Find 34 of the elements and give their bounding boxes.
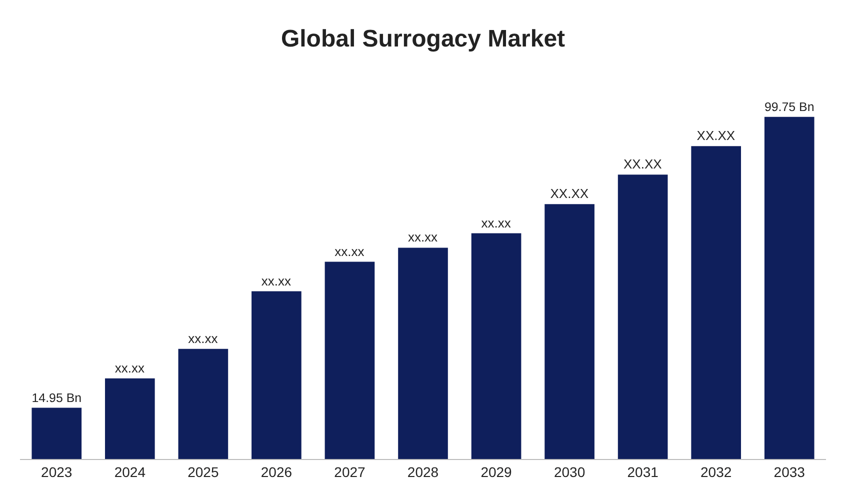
data-label: 99.75 Bn xyxy=(764,100,814,114)
data-label: xx.xx xyxy=(261,273,292,288)
x-tick-label: 2025 xyxy=(188,464,219,480)
data-label: XX.XX xyxy=(550,186,589,202)
x-tick-label: 2030 xyxy=(554,464,586,480)
x-tick-label: 2027 xyxy=(334,464,366,480)
data-label: xx.xx xyxy=(334,244,365,259)
x-tick-label: 2026 xyxy=(260,464,292,480)
data-label: XX.XX xyxy=(696,128,736,144)
data-label: XX.XX xyxy=(624,156,662,172)
bar xyxy=(324,262,375,459)
bar xyxy=(178,348,228,459)
bar xyxy=(544,204,594,459)
bar xyxy=(618,174,668,459)
x-tick-label: 2028 xyxy=(407,464,439,480)
bar xyxy=(471,233,522,459)
bar xyxy=(105,378,155,459)
data-label: xx.xx xyxy=(188,330,218,346)
bar xyxy=(252,291,302,459)
bar xyxy=(691,146,741,459)
data-label: 14.95 Bn xyxy=(32,390,82,405)
x-tick-label: 2029 xyxy=(480,464,512,480)
bar xyxy=(764,116,814,459)
chart-title: Global Surrogacy Market xyxy=(280,26,566,53)
x-tick-label: 2032 xyxy=(700,464,732,480)
x-tick-label: 2033 xyxy=(774,464,806,480)
data-label: xx.xx xyxy=(114,360,145,376)
bar xyxy=(398,248,448,459)
x-tick-label: 2023 xyxy=(41,464,72,480)
x-tick-label: 2024 xyxy=(114,464,146,480)
x-tick-label: 2031 xyxy=(627,464,659,480)
data-label: xx.xx xyxy=(408,230,438,245)
bar xyxy=(32,408,82,459)
data-label: xx.xx xyxy=(481,215,512,230)
